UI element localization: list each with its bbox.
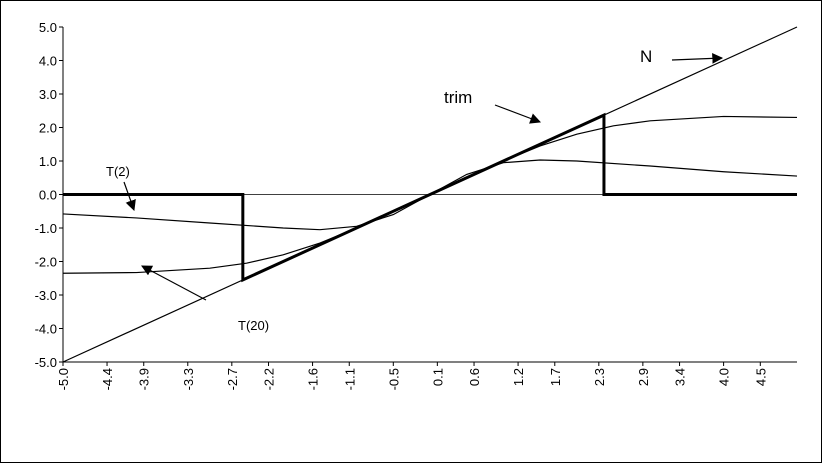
annotation: trim <box>444 88 472 107</box>
x-tick-label: 1.2 <box>511 368 526 386</box>
x-tick-label: -4.4 <box>100 368 115 390</box>
annotation-arrow <box>494 104 542 124</box>
y-tick-label: -4.0 <box>35 322 57 337</box>
y-tick-label: -1.0 <box>35 221 57 236</box>
annotation-arrow <box>671 52 724 64</box>
y-tick-label: -3.0 <box>35 288 57 303</box>
series-line <box>62 115 798 274</box>
x-tick-label: -1.1 <box>342 368 357 390</box>
x-tick-label: -2.2 <box>262 368 277 390</box>
annotation: T(2) <box>106 164 130 179</box>
x-tick-label: -0.5 <box>386 368 401 390</box>
x-tick-label: 0.6 <box>467 368 482 386</box>
annotation-arrow <box>123 181 136 212</box>
annotation: N <box>640 47 652 66</box>
x-tick-label: -1.6 <box>306 368 321 390</box>
y-tick-label: -5.0 <box>35 355 57 370</box>
y-tick-label: -2.0 <box>35 255 57 270</box>
y-tick-label: 5.0 <box>39 20 57 35</box>
y-tick-label: 1.0 <box>39 154 57 169</box>
x-tick-label: -3.9 <box>137 368 152 390</box>
x-tick-label: 2.3 <box>592 368 607 386</box>
y-tick-label: 3.0 <box>39 87 57 102</box>
plot-area: -5.0 -4.0 -3.0 -2.0 -1.0 0.0 1.0 2.0 3.0 4.0 5.0 -5… <box>35 20 798 390</box>
y-tick-label: 4.0 <box>39 54 57 69</box>
annotation-arrow <box>141 265 207 301</box>
y-tick-label: 0.0 <box>39 188 57 203</box>
x-tick-label: 0.1 <box>430 368 445 386</box>
x-tick-label: 3.4 <box>673 368 688 386</box>
x-tick-label: -5.0 <box>56 368 71 390</box>
x-tick-label: 1.7 <box>548 368 563 386</box>
annotation: T(20) <box>238 318 269 333</box>
x-tick-label: 4.5 <box>753 368 768 386</box>
x-tick-label: 2.9 <box>636 368 651 386</box>
x-tick-label: -2.7 <box>225 368 240 390</box>
y-tick-label: 2.0 <box>39 121 57 136</box>
x-tick-label: -3.3 <box>181 368 196 390</box>
x-tick-label: 4.0 <box>717 368 732 386</box>
